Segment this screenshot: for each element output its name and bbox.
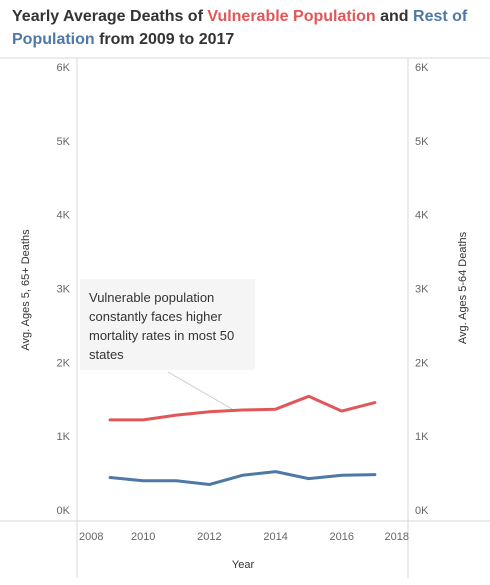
y-tick-label-left: 1K [57, 431, 71, 443]
x-tick-label: 2008 [79, 531, 103, 543]
x-axis-title: Year [232, 559, 255, 571]
chart-title: Yearly Average Deaths of Vulnerable Popu… [12, 5, 482, 51]
series-line-vulnerable [108, 394, 377, 422]
y-tick-label-left: 5K [57, 136, 71, 148]
title-part-3: and [375, 8, 414, 25]
x-axis-ticks: 2008 2010 2012 2014 2016 2018 [79, 531, 409, 543]
title-part-1: Yearly Average Deaths of [12, 8, 208, 25]
x-tick-label: 2010 [131, 531, 155, 543]
y-tick-label-right: 4K [415, 210, 429, 222]
y-tick-label-right: 5K [415, 136, 429, 148]
y-tick-label-left: 0K [57, 505, 71, 517]
y-tick-label-left: 2K [57, 357, 71, 369]
title-vulnerable-population: Vulnerable Population [207, 8, 376, 25]
x-tick-label: 2012 [197, 531, 221, 543]
title-part-5: from 2009 to 2017 [94, 31, 235, 48]
y-axis-left-title: Avg. Ages 5, 65+ Deaths [20, 229, 32, 351]
x-tick-label: 2014 [263, 531, 287, 543]
x-tick-label: 2016 [330, 531, 354, 543]
title-rest-of-population: Rest of Population [12, 8, 468, 48]
y-tick-label-right: 6K [415, 62, 429, 74]
y-tick-label-right: 0K [415, 505, 429, 517]
y-tick-label-right: 2K [415, 357, 429, 369]
annotation-pointer-line [167, 371, 233, 410]
annotation-callout: Vulnerable population constantly faces h… [80, 279, 255, 370]
y-tick-label-left: 6K [57, 62, 71, 74]
y-axis-left-ticks: 0K 1K 2K 3K 4K 5K 6K [57, 62, 71, 517]
y-tick-label-right: 3K [415, 284, 429, 296]
y-tick-label-left: 4K [57, 210, 71, 222]
y-tick-label-left: 3K [57, 284, 71, 296]
y-tick-label-right: 1K [415, 431, 429, 443]
chart-frame [0, 57, 490, 578]
series-line-rest [108, 470, 377, 486]
series-layer [108, 394, 377, 486]
x-tick-label: 2018 [385, 531, 409, 543]
y-axis-right-title: Avg. Ages 5-64 Deaths [457, 231, 469, 344]
y-axis-right-ticks: 0K 1K 2K 3K 4K 5K 6K [415, 62, 429, 517]
